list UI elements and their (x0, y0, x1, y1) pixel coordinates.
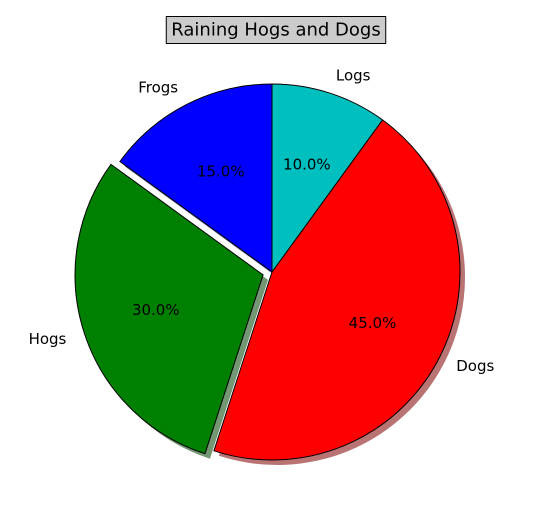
pie-slice-dogs (213, 119, 461, 461)
slice-percent-logs: 10.0% (283, 156, 331, 174)
slice-layer (74, 83, 461, 461)
slice-percent-frogs: 15.0% (197, 162, 245, 180)
slice-label-logs: Logs (336, 66, 371, 84)
pie-slice-hogs (74, 163, 264, 455)
slice-label-frogs: Frogs (138, 79, 178, 97)
slice-percent-dogs: 45.0% (349, 314, 397, 332)
chart-title-box (165, 16, 387, 44)
chart-title-group: Raining Hogs and Dogs (165, 16, 387, 44)
slice-label-hogs: Hogs (29, 330, 67, 348)
pie-slice-frogs (119, 83, 273, 273)
slice-label-dogs: Dogs (456, 357, 494, 375)
slice-percent-hogs: 30.0% (132, 301, 180, 319)
pie-slice-logs (271, 83, 384, 274)
chart-title: Raining Hogs and Dogs (171, 20, 380, 41)
label-layer: Frogs 15.0% Hogs 30.0% Dogs 45.0% Logs 10.0% (29, 66, 495, 375)
